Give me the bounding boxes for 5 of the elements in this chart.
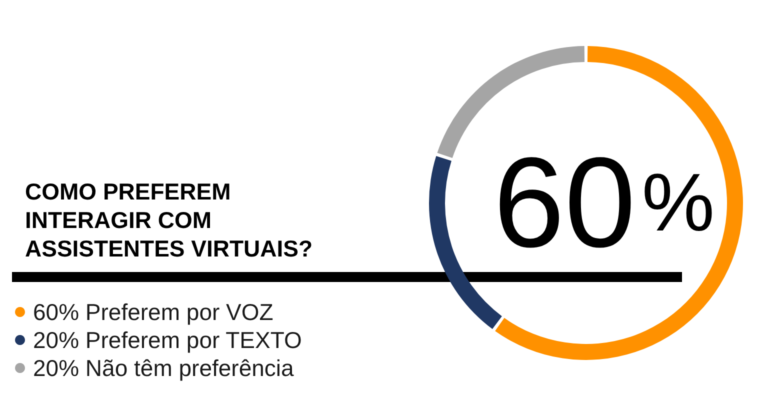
text: COMO PREFEREM INTERAGIR COM ASSISTENTES VIRTUAIS? [25, 178, 313, 262]
legend-label: 60% Preferem por VOZ [33, 299, 274, 325]
text: 60% [493, 132, 715, 274]
legend-label: 20% Preferem por TEXTO [33, 327, 302, 353]
legend-label: 20% Não têm preferência [33, 355, 294, 381]
